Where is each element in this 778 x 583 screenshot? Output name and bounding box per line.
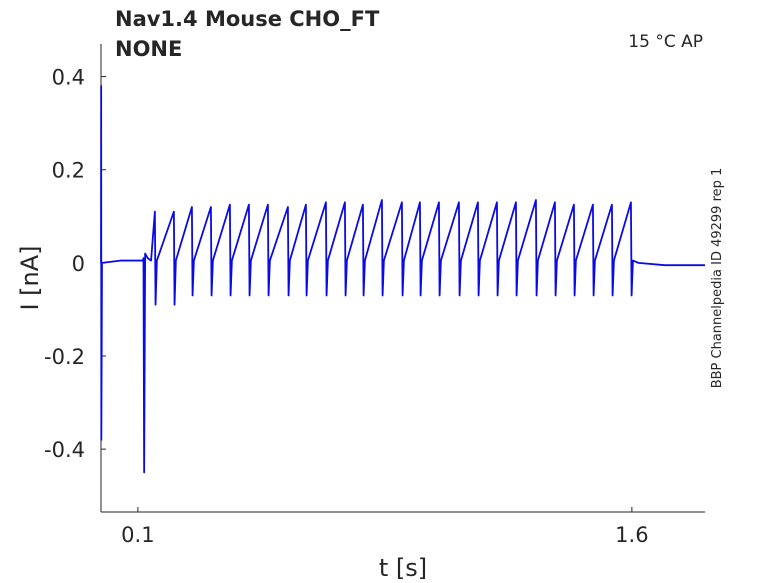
chart-subtitle: NONE — [115, 37, 182, 61]
chart-title: Nav1.4 Mouse CHO_FT — [115, 7, 380, 31]
trace — [100, 85, 705, 474]
y-tick-label: -0.2 — [44, 345, 85, 369]
y-tick-label: 0 — [72, 252, 85, 276]
y-axis-label: I [nA] — [16, 245, 44, 310]
x-tick-label: 0.1 — [121, 523, 154, 547]
x-axis-label: t [s] — [379, 554, 427, 582]
y-tick-label: -0.4 — [44, 438, 85, 462]
annotation: 15 °C AP — [628, 32, 703, 52]
y-tick-label: 0.4 — [52, 66, 85, 90]
x-tick-label: 1.6 — [615, 523, 648, 547]
annotation: BBP Channelpedia ID 49299 rep 1 — [710, 168, 725, 389]
y-tick-label: 0.2 — [52, 159, 85, 183]
